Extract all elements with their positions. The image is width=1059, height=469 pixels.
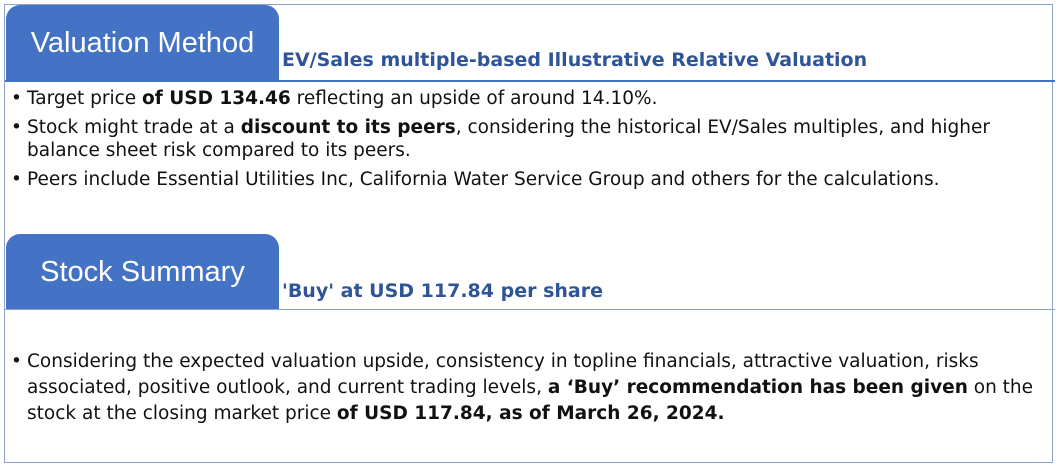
bullet-text-bold: of USD 134.46 <box>142 88 291 109</box>
bullet-dot-icon: • <box>11 117 22 138</box>
bullet-text: reflecting an upside of around 14.10%. <box>290 88 658 109</box>
bullet-dot-icon: • <box>11 88 22 109</box>
bullet-text: , considering the historical EV/Sales mu… <box>27 117 990 161</box>
valuation-method-title: Valuation Method <box>30 26 255 59</box>
summary-bullet-list: • Considering the expected valuation upsi… <box>5 349 1053 433</box>
bullet-item: • Stock might trade at a discount to its… <box>5 116 1050 162</box>
bullet-dot-icon: • <box>11 169 22 190</box>
valuation-bullet-list: • Target price of USD 134.46 reflecting a… <box>5 87 1050 197</box>
bullet-text: Target price <box>27 88 143 109</box>
stock-summary-tab: Stock Summary <box>6 234 279 310</box>
stock-summary-title: Stock Summary <box>40 255 245 288</box>
bullet-dot-icon: • <box>11 351 22 372</box>
bullet-text: Peers include Essential Utilities Inc, C… <box>27 169 940 190</box>
bullet-item: • Target price of USD 134.46 reflecting a… <box>5 87 1050 110</box>
content-frame <box>4 4 1053 463</box>
summary-subtitle: 'Buy' at USD 117.84 per share <box>282 280 603 302</box>
summary-divider <box>5 309 1055 310</box>
valuation-subtitle: EV/Sales multiple-based Illustrative Rel… <box>282 49 868 71</box>
bullet-item: • Peers include Essential Utilities Inc,… <box>5 168 1050 191</box>
bullet-text-bold: a ‘Buy’ recommendation has been given <box>547 377 968 398</box>
bullet-text: Considering the expected valuation upsid… <box>27 351 979 398</box>
bullet-text-bold: discount to its peers <box>240 117 456 138</box>
bullet-text-bold: of USD 117.84, as of March 26, 2024. <box>336 403 725 424</box>
bullet-text: on the stock at the closing market price <box>27 377 1034 424</box>
bullet-item: • Considering the expected valuation upsi… <box>5 349 1053 427</box>
valuation-method-tab: Valuation Method <box>6 5 279 81</box>
valuation-divider <box>5 80 1055 82</box>
bullet-text: Stock might trade at a <box>27 117 241 138</box>
